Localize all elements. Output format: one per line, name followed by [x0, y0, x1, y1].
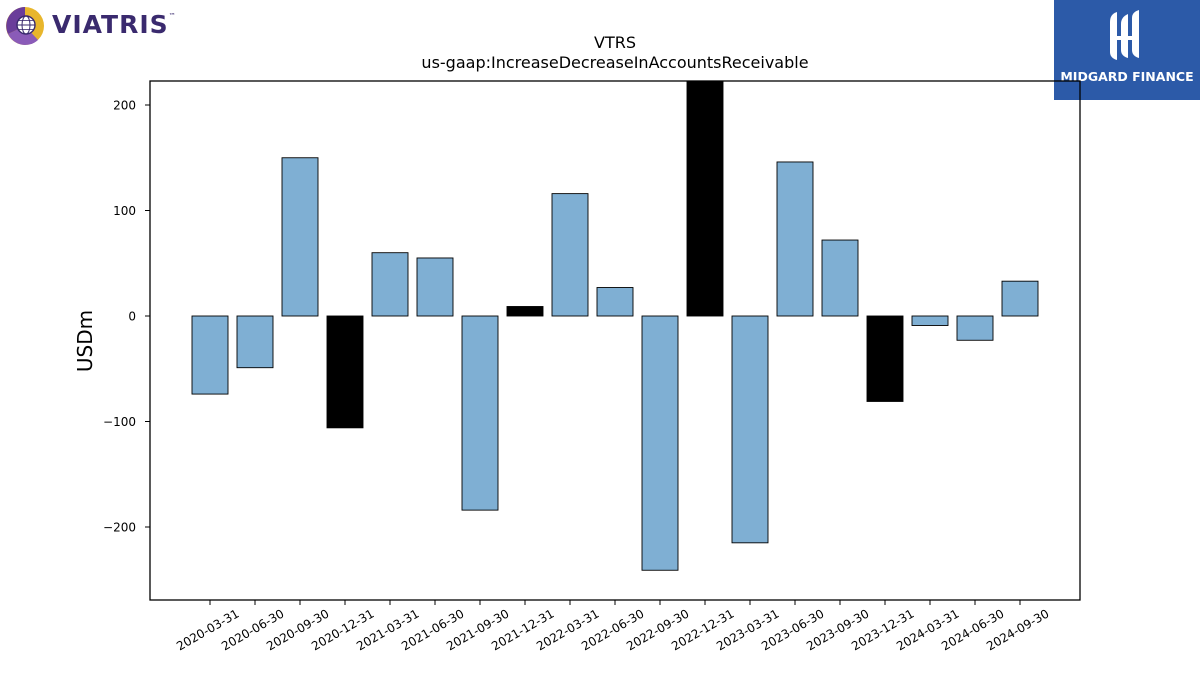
bar-2021-03-31 — [371, 252, 409, 317]
midgard-wordmark: MIDGARD FINANCE — [1060, 69, 1194, 84]
y-tick-label: −100 — [103, 415, 136, 429]
viatris-logo: VIATRIS™ — [4, 4, 177, 48]
chart-title-block: VTRS us-gaap:IncreaseDecreaseInAccountsR… — [150, 33, 1080, 73]
bar-2024-06-30 — [956, 315, 994, 341]
bar-2022-03-31 — [551, 193, 589, 317]
bar-2022-12-31 — [686, 81, 724, 317]
bar-2020-03-31 — [191, 315, 229, 395]
bar-2020-09-30 — [281, 157, 319, 317]
bars-layer — [191, 81, 1039, 571]
bar-2024-09-30 — [1001, 280, 1039, 317]
chart-subtitle: us-gaap:IncreaseDecreaseInAccountsReceiv… — [421, 53, 809, 72]
bar-2023-09-30 — [821, 239, 859, 317]
y-axis-label: USDm — [73, 310, 97, 372]
bar-2022-09-30 — [641, 315, 679, 571]
chart-title: VTRS — [594, 33, 636, 52]
bar-2024-03-31 — [911, 315, 949, 326]
bar-2023-12-31 — [866, 315, 904, 402]
viatris-wordmark: VIATRIS™ — [52, 10, 177, 39]
bar-2020-06-30 — [236, 315, 274, 369]
midgard-finance-logo: MIDGARD FINANCE — [1054, 0, 1200, 100]
y-tick-label: 0 — [128, 310, 136, 324]
y-tick-label: 100 — [113, 204, 136, 218]
bar-2022-06-30 — [596, 287, 634, 317]
y-tick-label: 200 — [113, 99, 136, 113]
bar-2023-03-31 — [731, 315, 769, 544]
x-axis: 2020-03-312020-06-302020-09-302020-12-31… — [174, 600, 1052, 653]
bar-2021-09-30 — [461, 315, 499, 511]
plot-frame — [149, 80, 1081, 601]
midgard-emblem-icon — [1110, 10, 1139, 60]
bar-2023-06-30 — [776, 161, 814, 317]
bar-2021-12-31 — [506, 306, 544, 317]
viatris-globe-icon — [6, 7, 44, 45]
y-axis: −200 −100 0 100 200 — [103, 99, 150, 535]
bar-2021-06-30 — [416, 257, 454, 317]
bar-2020-12-31 — [326, 315, 364, 429]
y-tick-label: −200 — [103, 521, 136, 535]
